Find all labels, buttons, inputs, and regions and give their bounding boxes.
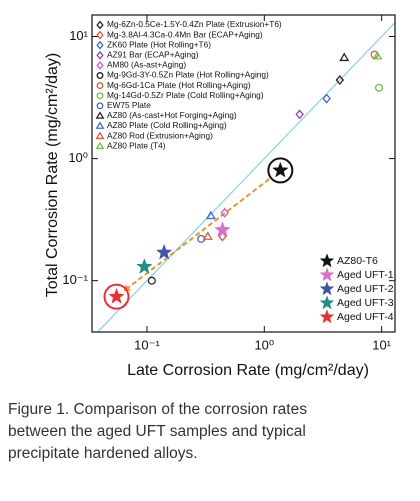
legend-label: EW75 Plate	[107, 100, 151, 110]
caption-line: Figure 1. Comparison of the corrosion ra…	[8, 401, 307, 418]
legend-label: Mg-14Gd-0.5Zr Plate (Cold Rolling+Aging)	[107, 90, 264, 100]
legend-label: ZK60 Plate (Hot Rolling+T6)	[107, 39, 211, 49]
marker-diamond	[96, 60, 104, 70]
caption-line: precipitate hardened alloys.	[8, 445, 198, 462]
marker-circle	[96, 92, 104, 100]
marker-diamond	[96, 20, 104, 30]
marker-star	[319, 281, 335, 296]
marker-star	[319, 267, 335, 282]
marker-triangle	[205, 210, 216, 220]
marker-star	[272, 161, 289, 178]
x-tick-label: 10⁻¹	[134, 337, 160, 352]
marker-circle	[374, 83, 384, 92]
legend-label: Mg-3.8Al-4.3Ca-0.4Mn Bar (ECAP+Aging)	[107, 29, 263, 39]
marker-diamond	[335, 75, 345, 86]
marker-star	[319, 309, 335, 324]
diagonal-line	[97, 22, 396, 333]
marker-diamond	[96, 40, 104, 50]
marker-star	[108, 287, 125, 304]
highlight-ring	[103, 283, 130, 310]
legend-label: Aged UFT-1	[337, 269, 394, 281]
marker-triangle	[339, 52, 350, 62]
marker-diamond	[218, 231, 227, 242]
marker-star	[136, 258, 153, 274]
y-tick-label: 10⁰	[68, 150, 88, 165]
marker-star	[319, 253, 335, 268]
marker-triangle	[202, 231, 213, 240]
marker-triangle	[95, 131, 105, 139]
marker-diamond	[96, 50, 104, 60]
trend-arrow	[127, 178, 270, 289]
legend-label: Mg-9Gd-3Y-0.5Zn Plate (Hot Rolling+Aging…	[107, 70, 269, 80]
caption-line: between the aged UFT samples and typical	[8, 423, 306, 440]
marker-star	[319, 295, 335, 310]
x-tick-label: 10⁰	[254, 337, 274, 352]
legend-label: Aged UFT-3	[337, 297, 394, 309]
marker-star	[155, 243, 173, 260]
legend-label: AZ80-T6	[337, 255, 378, 267]
marker-circle	[96, 72, 104, 79]
marker-triangle	[95, 121, 105, 129]
y-axis-label: Total Corrosion Rate (mg/cm²/day)	[44, 53, 61, 298]
y-tick-label: 10⁻¹	[62, 272, 88, 287]
marker-circle	[96, 82, 104, 90]
x-axis-label: Late Corrosion Rate (mg/cm²/day)	[127, 362, 369, 379]
marker-triangle	[95, 111, 105, 119]
marker-diamond	[295, 109, 304, 120]
marker-diamond	[322, 93, 331, 104]
legend-label: Mg-6Zn-0.5Ce-1.5Y-0.4Zn Plate (Extrusion…	[107, 19, 282, 29]
highlight-ring	[267, 157, 294, 184]
legend-label: AZ80 Plate (T4)	[107, 140, 166, 150]
marker-triangle	[372, 50, 383, 60]
legend-label: AM80 (As-ast+Aging)	[107, 60, 186, 70]
legend-label: AZ80 Plate (Cold Rolling+Aging)	[107, 120, 227, 130]
legend-label: AZ80 (As-cast+Hot Forging+Aging)	[107, 110, 237, 120]
marker-diamond	[96, 30, 104, 40]
plot-frame	[91, 14, 396, 333]
marker-circle	[147, 276, 156, 285]
x-tick-label: 10¹	[372, 337, 391, 352]
legend-label: AZ80 Rod (Extrusion+Aging)	[107, 130, 213, 140]
legend-label: Aged UFT-2	[337, 283, 394, 295]
plot: 10⁻¹ 10⁰ 10¹ 10⁻¹ 10⁰ 10¹ Mg-6Zn-0.5Ce-1.5Y-0.…	[62, 14, 396, 352]
legend-label: AZ91 Bar (ECAP+Aging)	[107, 49, 199, 59]
legend-label: Mg-6Gd-1Ca Plate (Hot Rolling+Aging)	[107, 80, 251, 90]
marker-triangle	[95, 141, 105, 150]
marker-circle	[96, 102, 104, 110]
y-tick-label: 10¹	[69, 28, 88, 43]
marker-star	[214, 221, 231, 237]
marker-diamond	[220, 207, 229, 218]
legend-label: Aged UFT-4	[337, 311, 394, 323]
